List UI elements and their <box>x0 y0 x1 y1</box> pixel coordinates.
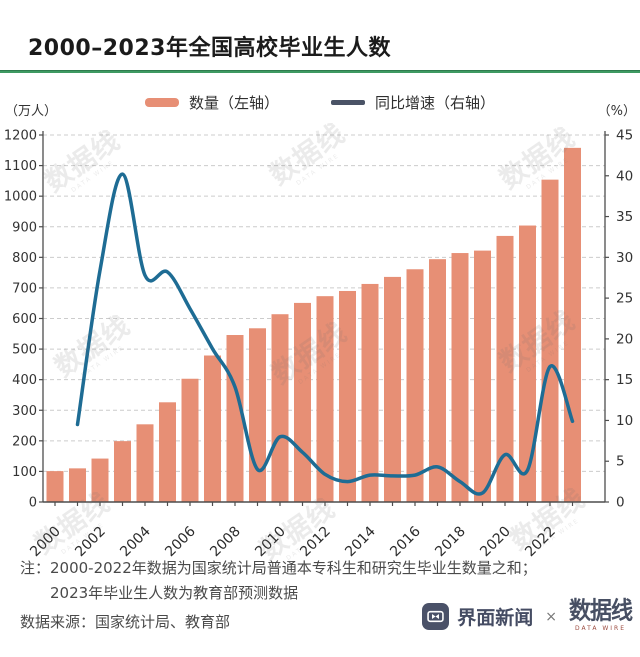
bar-2021 <box>519 225 536 502</box>
legend-item-quantity: 数量（左轴） <box>144 92 279 113</box>
x-axis-year-label: 2022 <box>522 524 559 560</box>
bar-2008 <box>226 335 244 502</box>
page-title: 2000–2023年全国高校毕业生人数 <box>28 36 391 61</box>
right-axis-tick-label: 45 <box>616 128 633 144</box>
bar-2004 <box>136 424 154 502</box>
bar-2005 <box>159 402 176 502</box>
bar-2015 <box>384 276 401 502</box>
x-axis-year-label: 2000 <box>27 524 64 560</box>
left-axis-tick-label: 1100 <box>4 159 37 174</box>
bar-2007 <box>204 355 221 502</box>
left-axis-tick-label: 1200 <box>4 129 37 144</box>
x-axis-year-label: 2016 <box>387 523 424 560</box>
bar-2023 <box>564 147 581 502</box>
x-axis-year-label: 2002 <box>72 524 109 560</box>
jiemian-news-icon <box>422 603 450 630</box>
legend-label: 数量（左轴） <box>188 94 279 112</box>
left-axis-tick-label: 700 <box>12 281 37 296</box>
right-axis-tick-label: 40 <box>616 168 633 184</box>
right-axis-tick-label: 20 <box>616 331 633 347</box>
bar-2022 <box>541 179 559 502</box>
left-axis-tick-label: 400 <box>12 373 37 388</box>
bar-2018 <box>451 253 469 502</box>
bar-2010 <box>271 314 289 502</box>
left-axis-tick-label: 300 <box>12 404 37 419</box>
chart-legend: 数量（左轴） 同比增速（右轴） <box>0 92 640 113</box>
jiemian-news-wordmark: 界面新闻 <box>457 607 534 629</box>
x-axis-year-label: 2006 <box>162 523 199 560</box>
bar-2012 <box>316 296 334 502</box>
title-divider <box>0 70 640 73</box>
legend-label: 同比增速（右轴） <box>375 94 496 112</box>
left-axis-tick-label: 500 <box>12 343 37 358</box>
left-axis-tick-label: 900 <box>12 220 37 235</box>
x-axis-year-label: 2014 <box>342 523 379 560</box>
x-axis-year-label: 2020 <box>477 524 514 560</box>
bar-2003 <box>114 441 131 502</box>
right-axis-tick-label: 30 <box>616 250 633 266</box>
x-axis-year-label: 2018 <box>432 524 469 560</box>
bar-2020 <box>496 235 514 503</box>
brand-separator: × <box>545 608 557 625</box>
right-axis-tick-label: 15 <box>616 372 633 388</box>
line-swatch-icon <box>331 100 365 105</box>
footnote-line2: 2023年毕业生人数为教育部预测数据 <box>50 584 299 602</box>
datawire-subtitle: DATA WIRE <box>574 625 626 632</box>
datawire-wordmark: 数据线 <box>568 597 633 625</box>
x-axis-year-label: 2012 <box>297 524 334 560</box>
bar-2013 <box>339 290 356 502</box>
footnote-line1: 注：2000-2022年数据为国家统计局普通本专科生和研究生毕业生数量之和； <box>20 559 537 577</box>
chart-svg: 0100200300400500600700800900100011001200… <box>4 128 633 561</box>
bar-swatch-icon <box>144 98 179 107</box>
left-axis-tick-label: 0 <box>29 496 37 511</box>
right-axis-tick-label: 0 <box>616 495 625 511</box>
footer-brands: 界面新闻 × 数据线 DATA WIRE <box>422 597 633 632</box>
bar-2014 <box>361 283 379 502</box>
left-axis-tick-label: 800 <box>12 251 37 266</box>
x-axis-year-label: 2008 <box>207 524 244 560</box>
left-axis-unit: （万人） <box>5 104 58 119</box>
jiemian-news-logo: 界面新闻 <box>422 603 533 630</box>
datawire-logo: 数据线 DATA WIRE <box>568 597 633 632</box>
chart: 0 100 200 300 400 500 600 700 800 900 1000 1100 1200… <box>0 115 640 561</box>
right-axis-unit: （%） <box>597 104 636 119</box>
bar-2000 <box>46 471 64 502</box>
right-axis-tick-label: 35 <box>616 209 633 225</box>
bar-2017 <box>429 259 446 502</box>
growth-line <box>75 172 575 496</box>
bar-2002 <box>91 458 109 502</box>
data-source: 数据来源：国家统计局、教育部 <box>20 613 231 631</box>
right-axis-tick-label: 25 <box>616 291 633 307</box>
left-axis-tick-label: 600 <box>12 312 37 327</box>
bar-2001 <box>69 468 86 502</box>
bar-2016 <box>406 269 424 502</box>
bar-2006 <box>181 378 199 502</box>
left-axis-tick-label: 1000 <box>4 190 37 205</box>
right-axis-tick-label: 10 <box>616 413 633 429</box>
left-axis-tick-label: 100 <box>12 465 37 480</box>
x-axis-year-label: 2010 <box>252 524 289 560</box>
right-axis-tick-label: 5 <box>616 454 625 470</box>
left-axis-tick-label: 200 <box>12 434 37 449</box>
bar-2011 <box>294 302 311 502</box>
x-axis-year-label: 2004 <box>117 523 154 560</box>
legend-item-growth: 同比增速（右轴） <box>331 92 495 113</box>
bar-2009 <box>249 328 266 502</box>
bar-2019 <box>474 250 491 502</box>
